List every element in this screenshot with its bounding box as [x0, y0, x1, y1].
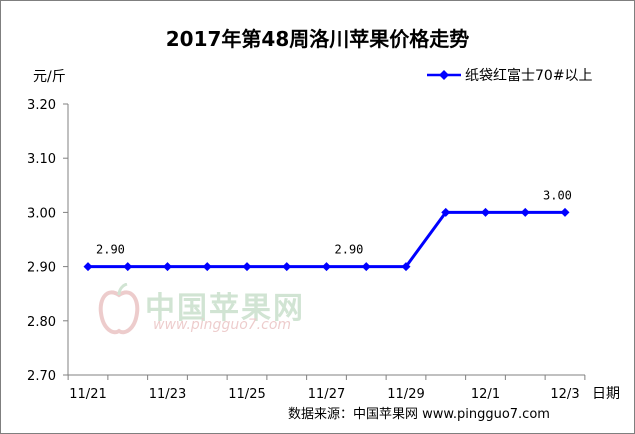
y-tick-label: 3.20: [27, 98, 56, 113]
data-label: 2.90: [96, 243, 125, 257]
y-tick-label: 2.80: [27, 315, 56, 330]
series-line: [88, 210, 565, 269]
watermark-url: www.pingguo7.com: [153, 317, 292, 333]
watermark: 中国苹果网 www.pingguo7.com: [97, 281, 327, 341]
data-point: [123, 262, 133, 272]
x-tick-label: 11/23: [149, 387, 186, 402]
legend-series-name: 纸袋红富士70#以上: [465, 68, 593, 84]
apple-logo-icon: [98, 283, 140, 335]
data-point: [520, 207, 530, 217]
watermark-text: 中国苹果网: [145, 291, 305, 326]
data-point: [282, 262, 292, 272]
source-note: 数据来源：中国苹果网 www.pingguo7.com: [288, 407, 550, 422]
data-point: [441, 207, 451, 217]
data-point: [481, 207, 490, 217]
y-tick-label: 3.10: [27, 152, 56, 167]
x-tick-label: 12/3: [550, 387, 579, 402]
data-label: 2.90: [335, 243, 364, 257]
data-point: [361, 262, 371, 272]
legend-marker-icon: [427, 65, 461, 85]
x-tick-label: 11/25: [228, 387, 265, 402]
x-tick-label: 12/1: [471, 387, 500, 402]
data-label: 3.00: [543, 188, 572, 202]
data-point: [560, 207, 570, 217]
data-point: [83, 262, 93, 272]
y-tick-label: 3.00: [27, 206, 56, 221]
legend: 纸袋红富士70#以上: [427, 65, 593, 85]
data-point: [202, 262, 212, 272]
y-tick-label: 2.70: [27, 369, 56, 384]
y-tick-label: 2.90: [27, 261, 56, 276]
x-tick-label: 11/21: [69, 387, 106, 402]
data-point: [242, 262, 252, 272]
data-point: [401, 262, 411, 272]
x-tick-label: 11/27: [308, 387, 345, 402]
y-axis-label: 元/斤: [33, 69, 66, 85]
data-point: [322, 262, 331, 272]
data-point: [163, 262, 172, 272]
x-tick-label: 11/29: [387, 387, 424, 402]
chart-title: 2017年第48周洛川苹果价格走势: [165, 27, 470, 51]
x-axis-label: 日期: [592, 386, 620, 402]
